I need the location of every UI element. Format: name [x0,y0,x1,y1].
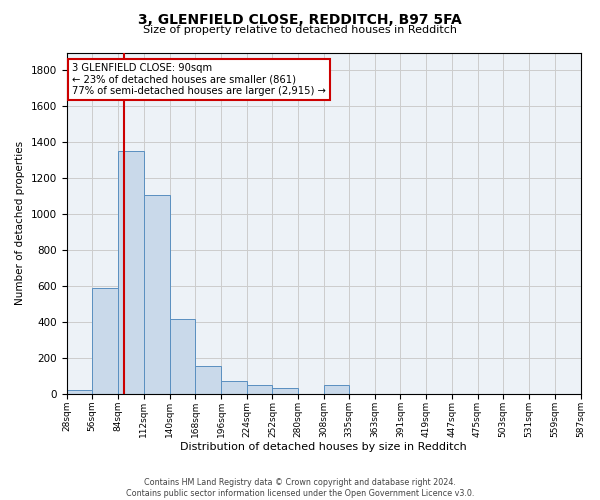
Y-axis label: Number of detached properties: Number of detached properties [15,142,25,306]
Bar [144,194,170,394]
Text: Contains HM Land Registry data © Crown copyright and database right 2024.
Contai: Contains HM Land Registry data © Crown c… [126,478,474,498]
Bar [272,388,298,394]
Bar [195,366,221,394]
X-axis label: Distribution of detached houses by size in Redditch: Distribution of detached houses by size … [180,442,467,452]
Bar [118,152,144,394]
Bar [247,386,272,394]
Bar [92,288,118,395]
Bar [324,386,349,394]
Bar [67,390,92,394]
Bar [170,319,195,394]
Text: Size of property relative to detached houses in Redditch: Size of property relative to detached ho… [143,25,457,35]
Text: 3 GLENFIELD CLOSE: 90sqm
← 23% of detached houses are smaller (861)
77% of semi-: 3 GLENFIELD CLOSE: 90sqm ← 23% of detach… [71,63,326,96]
Bar [221,381,247,394]
Text: 3, GLENFIELD CLOSE, REDDITCH, B97 5FA: 3, GLENFIELD CLOSE, REDDITCH, B97 5FA [138,12,462,26]
